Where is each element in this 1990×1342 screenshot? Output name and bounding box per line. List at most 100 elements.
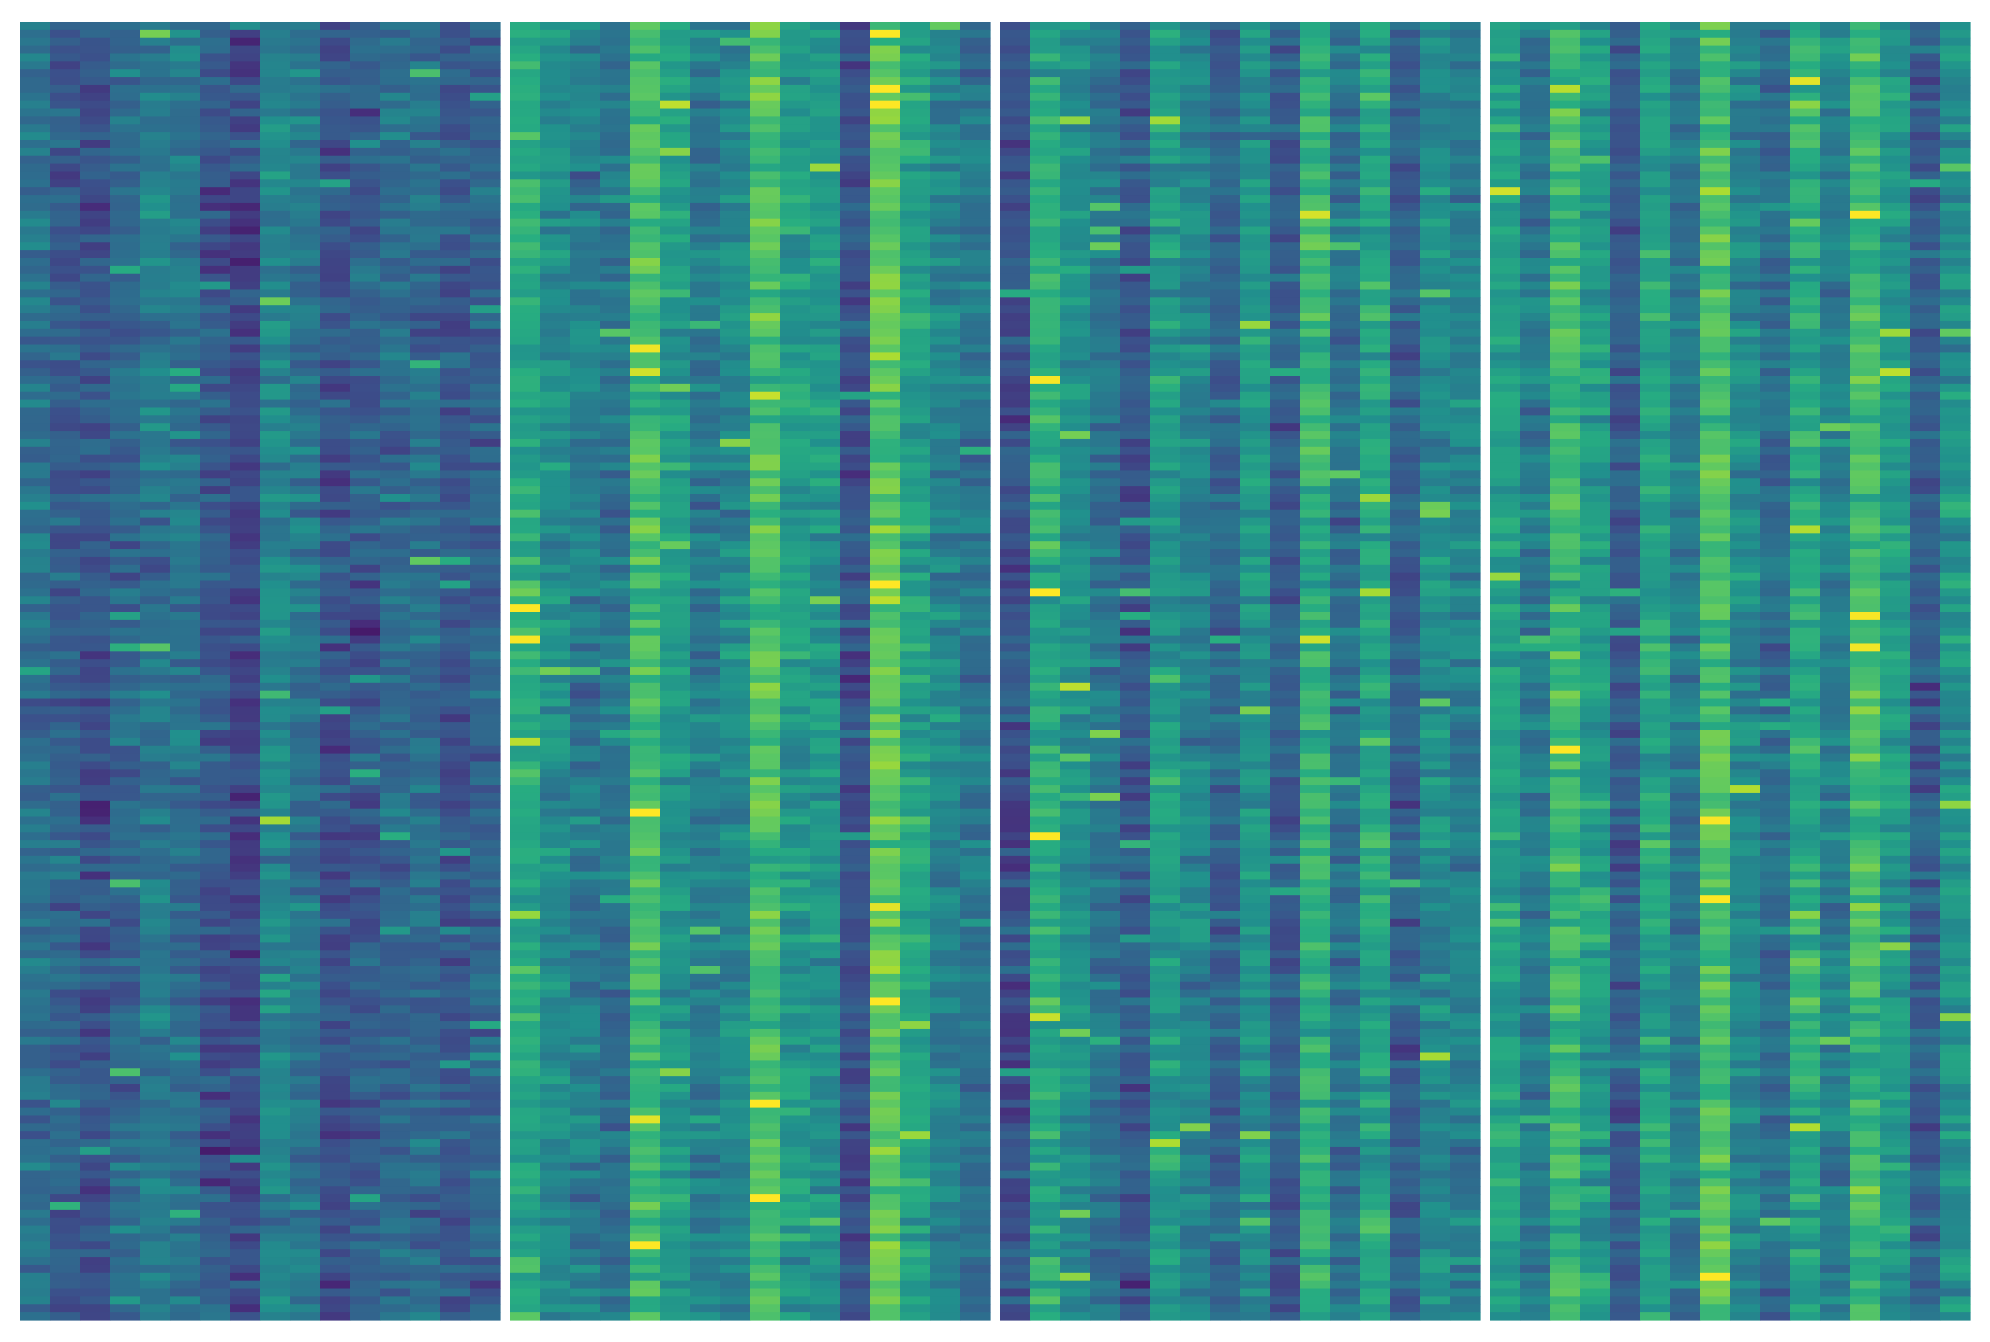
heatmap-cell [50, 494, 81, 503]
heatmap-cell [170, 674, 201, 684]
heatmap-cell [200, 1028, 231, 1038]
heatmap-cell [510, 313, 541, 322]
heatmap-cell [570, 297, 601, 306]
heatmap-cell [540, 942, 571, 951]
heatmap-cell [350, 265, 381, 275]
heatmap-cell [350, 1139, 381, 1148]
heatmap-cell [200, 973, 231, 983]
heatmap-cell [660, 777, 691, 786]
heatmap-cell [50, 1146, 81, 1156]
heatmap-cell [80, 903, 111, 912]
heatmap-cell [630, 1052, 661, 1061]
heatmap-cell [600, 1209, 631, 1219]
heatmap-cell [840, 651, 871, 660]
heatmap-cell [780, 1241, 811, 1250]
heatmap-cell [510, 706, 541, 715]
heatmap-cell [900, 1036, 931, 1046]
heatmap-cell [600, 612, 631, 621]
heatmap-cell [660, 470, 691, 479]
heatmap-cell [80, 910, 111, 920]
heatmap-cell [470, 1044, 501, 1054]
heatmap-cell [260, 69, 291, 78]
heatmap-cell [380, 45, 411, 55]
heatmap-cell [200, 1170, 231, 1179]
heatmap-cell [20, 171, 51, 180]
heatmap-cell [870, 619, 901, 629]
heatmap-cell [470, 187, 501, 196]
heatmap-cell [380, 612, 411, 621]
heatmap-cell [690, 651, 721, 660]
heatmap-cell [200, 179, 231, 188]
heatmap-cell [750, 808, 781, 818]
heatmap-cell [750, 934, 781, 943]
heatmap-cell [570, 1241, 601, 1250]
heatmap-cell [780, 140, 811, 149]
heatmap-cell [140, 281, 171, 291]
heatmap-cell [440, 509, 471, 519]
heatmap-cell [50, 265, 81, 275]
heatmap-cell [630, 336, 661, 346]
heatmap-cell [470, 564, 501, 574]
heatmap-cell [750, 667, 781, 676]
heatmap-cell [750, 525, 781, 534]
heatmap-cell [50, 1084, 81, 1093]
heatmap-cell [230, 612, 261, 621]
heatmap-cell [170, 659, 201, 668]
heatmap-cell [840, 981, 871, 991]
heatmap-cell [140, 320, 171, 330]
heatmap-cell [110, 1084, 141, 1093]
heatmap-cell [900, 706, 931, 715]
heatmap-cell [50, 1068, 81, 1077]
heatmap-cell [630, 195, 661, 204]
heatmap-cell [660, 45, 691, 55]
heatmap-cell [350, 1115, 381, 1124]
heatmap-cell [780, 77, 811, 86]
heatmap-cell [320, 753, 351, 763]
heatmap-cell [720, 383, 751, 393]
heatmap-cell [660, 926, 691, 936]
heatmap-cell [470, 446, 501, 456]
heatmap-cell [750, 549, 781, 558]
heatmap-cell [380, 234, 411, 243]
heatmap-cell [80, 61, 111, 70]
heatmap-cell [80, 486, 111, 495]
heatmap-cell [80, 1209, 111, 1219]
heatmap-cell [440, 541, 471, 550]
heatmap-cell [110, 1194, 141, 1203]
heatmap-cell [510, 635, 541, 645]
heatmap-cell [110, 478, 141, 487]
heatmap-cell [900, 619, 931, 629]
heatmap-cell [380, 934, 411, 943]
heatmap-cell [20, 832, 51, 841]
heatmap-cell [900, 989, 931, 999]
heatmap-cell [140, 360, 171, 369]
heatmap-cell [900, 344, 931, 353]
heatmap-cell [900, 218, 931, 228]
heatmap-cell [470, 1194, 501, 1203]
heatmap-cell [470, 423, 501, 432]
heatmap-cell [380, 1241, 411, 1250]
heatmap-cell [380, 517, 411, 527]
heatmap-cell [380, 958, 411, 967]
heatmap-cell [380, 1257, 411, 1266]
heatmap-cell [540, 22, 571, 31]
heatmap-cell [290, 619, 321, 629]
heatmap-cell [690, 635, 721, 645]
heatmap-cell [810, 926, 841, 936]
heatmap-cell [440, 140, 471, 149]
heatmap-cell [260, 737, 291, 747]
heatmap-cell [780, 1264, 811, 1274]
heatmap-cell [900, 863, 931, 873]
heatmap-cell [720, 745, 751, 755]
heatmap-cell [110, 265, 141, 275]
heatmap-cell [410, 1068, 441, 1077]
heatmap-cell [810, 722, 841, 731]
heatmap-cell [170, 1162, 201, 1172]
heatmap-cell [570, 399, 601, 409]
heatmap-cell [290, 509, 321, 519]
heatmap-cell [320, 737, 351, 747]
heatmap-cell [230, 1013, 261, 1022]
heatmap-cell [690, 871, 721, 881]
heatmap-cell [630, 438, 661, 448]
heatmap-cell [200, 407, 231, 416]
